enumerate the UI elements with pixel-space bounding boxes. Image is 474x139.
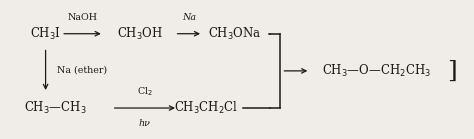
Text: CH$_3$—O—CH$_2$CH$_3$: CH$_3$—O—CH$_2$CH$_3$	[322, 63, 431, 79]
Text: Na (ether): Na (ether)	[57, 66, 108, 75]
Text: Cl$_2$: Cl$_2$	[137, 86, 153, 98]
Text: CH$_3$CH$_2$Cl: CH$_3$CH$_2$Cl	[174, 100, 238, 116]
Text: Na: Na	[182, 13, 196, 22]
Text: CH$_3$ONa: CH$_3$ONa	[208, 26, 261, 42]
Text: hν: hν	[139, 119, 151, 128]
Text: CH$_3$—CH$_3$: CH$_3$—CH$_3$	[24, 100, 86, 116]
Text: ]: ]	[447, 59, 457, 82]
Text: CH$_3$OH: CH$_3$OH	[117, 26, 163, 42]
Text: CH$_3$I: CH$_3$I	[30, 26, 61, 42]
Text: NaOH: NaOH	[67, 13, 98, 22]
